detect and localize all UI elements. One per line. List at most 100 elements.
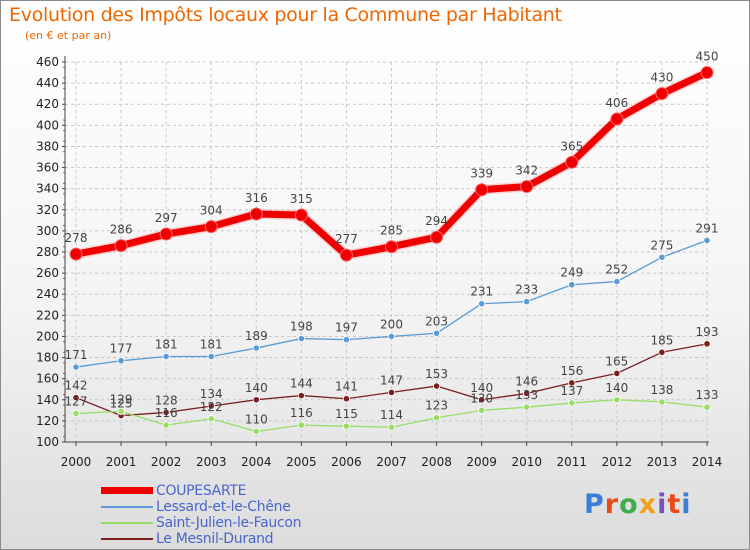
series-point-saint-julien-le-faucon <box>252 427 260 436</box>
data-label: 116 <box>155 406 178 420</box>
data-label: 278 <box>65 231 88 245</box>
data-label: 181 <box>155 338 178 352</box>
data-label: 286 <box>110 223 133 237</box>
y-tick-label: 380 <box>36 139 59 153</box>
y-tick-label: 140 <box>36 393 59 407</box>
x-tick-label: 2005 <box>286 455 317 469</box>
x-tick-label: 2013 <box>647 455 678 469</box>
y-tick-label: 320 <box>36 203 59 217</box>
series-point-coupesarte <box>520 180 534 194</box>
series-point-saint-julien-le-faucon <box>72 409 80 418</box>
legend-swatch-coupesarte <box>101 487 153 494</box>
series-point-saint-julien-le-faucon <box>297 421 305 429</box>
data-label: 275 <box>650 238 673 252</box>
y-tick-label: 340 <box>36 182 59 196</box>
series-point-lessard-et-le-ch-ne <box>207 352 215 361</box>
data-label: 200 <box>380 317 403 331</box>
data-label: 294 <box>425 214 448 228</box>
legend-label-lessard: Lessard-et-le-Chêne <box>156 499 291 515</box>
series-point-coupesarte <box>114 239 128 253</box>
y-tick-label: 180 <box>36 351 59 365</box>
data-label: 144 <box>290 377 313 391</box>
logo-letter: i <box>681 489 692 520</box>
axes <box>62 56 709 446</box>
data-label: 297 <box>155 211 178 225</box>
series-point-saint-julien-le-faucon <box>613 396 621 404</box>
series-point-coupesarte <box>430 230 444 244</box>
series-point-coupesarte <box>565 155 579 169</box>
y-tick-label: 260 <box>36 266 59 280</box>
data-label: 138 <box>650 383 673 397</box>
series-point-lessard-et-le-ch-ne <box>342 336 351 344</box>
data-label: 129 <box>110 392 133 406</box>
x-tick-label: 2012 <box>602 455 633 469</box>
x-tick-label: 2004 <box>241 455 272 469</box>
x-tick-label: 2002 <box>151 455 182 469</box>
series-point-lessard-et-le-ch-ne <box>568 281 576 289</box>
y-tick-labels: 100 120 140 160 180 200 220 240 260 280 300 320 340 3… <box>36 55 59 449</box>
data-label: 285 <box>380 224 403 238</box>
data-label: 142 <box>65 379 88 393</box>
data-label: 185 <box>650 333 673 347</box>
x-tick-label: 2008 <box>421 455 452 469</box>
data-label: 140 <box>470 381 493 395</box>
data-label: 146 <box>515 374 538 388</box>
y-tick-label: 120 <box>36 414 59 428</box>
series-point-saint-julien-le-faucon <box>523 403 531 411</box>
data-label: 141 <box>335 380 358 394</box>
data-label: 316 <box>245 191 268 205</box>
legend-label-saint-julien: Saint-Julien-le-Faucon <box>156 515 302 531</box>
x-tick-label: 2006 <box>331 455 362 469</box>
data-label: 110 <box>245 412 268 426</box>
data-label: 130 <box>470 391 493 405</box>
series-point-coupesarte <box>385 240 398 254</box>
data-label: 114 <box>380 408 403 422</box>
series-point-coupesarte <box>475 183 489 197</box>
series-point-lessard-et-le-ch-ne <box>523 298 531 306</box>
data-label: 125 <box>110 397 133 411</box>
series-point-le-mesnil-durand <box>568 379 576 387</box>
series-point-lessard-et-le-ch-ne <box>252 344 260 352</box>
series-point-coupesarte <box>339 248 353 262</box>
data-label: 304 <box>200 204 223 218</box>
x-tick-label: 2009 <box>466 455 497 469</box>
series-lines <box>69 66 714 436</box>
series-point-le-mesnil-durand <box>297 391 305 400</box>
series-point-lessard-et-le-ch-ne <box>613 277 621 286</box>
series-point-le-mesnil-durand <box>207 402 215 410</box>
data-label: 406 <box>605 96 628 110</box>
data-label: 128 <box>155 393 178 407</box>
series-point-le-mesnil-durand <box>387 388 396 396</box>
data-label: 193 <box>696 325 719 339</box>
data-labels: 278 286 297 304 316 315 277 285 294 339 342 365 406 4… <box>65 50 719 427</box>
series-point-saint-julien-le-faucon <box>568 399 576 407</box>
y-tick-label: 200 <box>36 329 59 343</box>
proxiti-logo: Proxiti <box>584 489 692 520</box>
data-label: 231 <box>470 285 493 299</box>
data-label: 430 <box>650 71 673 85</box>
y-tick-label: 420 <box>36 97 59 111</box>
series-point-lessard-et-le-ch-ne <box>162 352 170 361</box>
series-point-saint-julien-le-faucon <box>162 421 170 429</box>
series-point-le-mesnil-durand <box>162 408 170 417</box>
series-point-le-mesnil-durand <box>252 396 260 404</box>
series-point-le-mesnil-durand <box>613 369 621 377</box>
data-label: 339 <box>470 167 493 181</box>
x-tick-label: 2010 <box>511 455 542 469</box>
data-label: 115 <box>335 407 358 421</box>
y-tick-label: 280 <box>36 245 59 259</box>
x-tick-label: 2003 <box>196 455 227 469</box>
data-label: 137 <box>560 384 583 398</box>
data-label: 140 <box>245 381 268 395</box>
data-label: 198 <box>290 320 313 334</box>
data-label: 197 <box>335 321 358 335</box>
data-label: 156 <box>560 364 583 378</box>
series-point-lessard-et-le-ch-ne <box>297 334 305 343</box>
series-point-saint-julien-le-faucon <box>342 422 351 430</box>
series-point-saint-julien-le-faucon <box>658 398 666 406</box>
data-label: 147 <box>380 373 403 387</box>
logo-letter: t <box>667 489 682 520</box>
data-label: 153 <box>425 367 448 381</box>
